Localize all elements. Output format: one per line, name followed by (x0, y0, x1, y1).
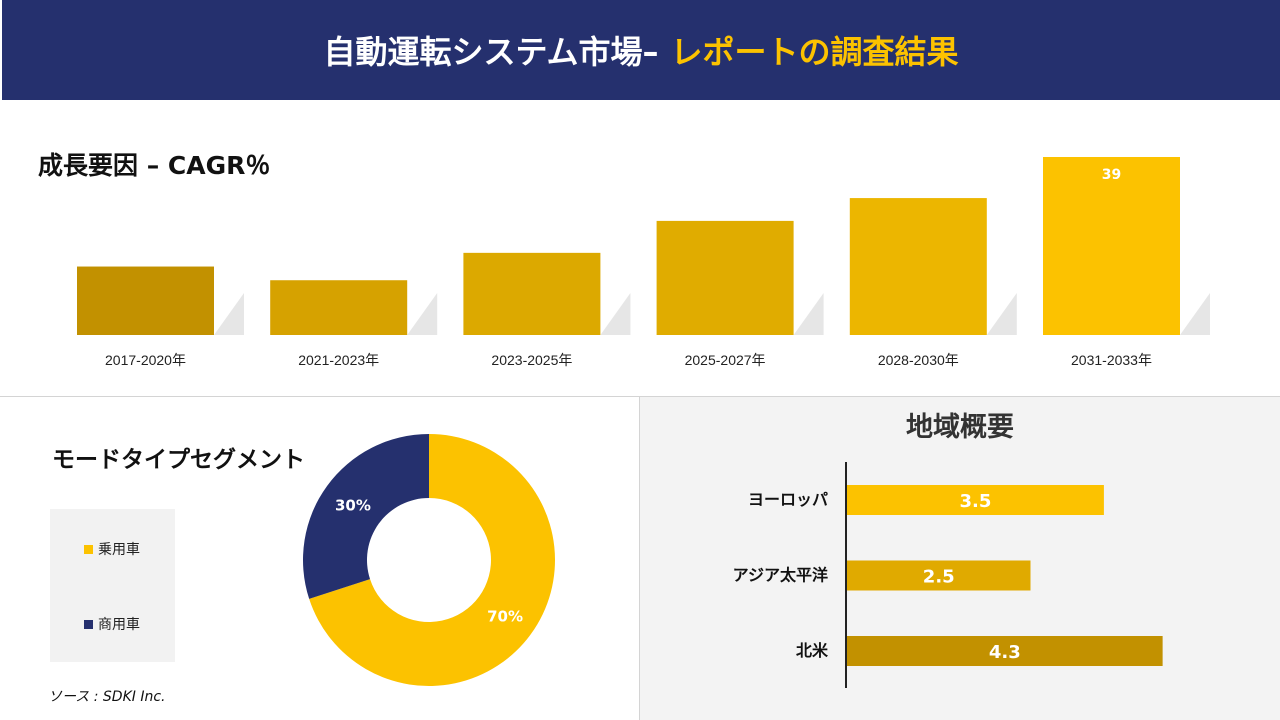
page-header: 自動運転システム市場– レポートの調査結果 (2, 0, 1280, 100)
cagr-tick-label: 2023-2025年 (491, 352, 572, 368)
cagr-tick-label: 2021-2023年 (298, 352, 379, 368)
cagr-tick-label: 2031-2033年 (1071, 352, 1152, 368)
region-bar (847, 485, 1104, 515)
region-panel (640, 397, 1280, 720)
mode-chart-title: モードタイプセグメント (52, 447, 305, 473)
source-note: ソース : SDKI Inc. (48, 689, 166, 705)
header-title-accent: レポートの調査結果 (670, 33, 959, 71)
section-divider-vertical (639, 397, 640, 720)
region-data-label: 4.3 (989, 642, 1021, 663)
donut-slice (309, 434, 555, 686)
region-tick-label: アジア太平洋 (733, 566, 828, 585)
cagr-tick-label: 2025-2027年 (685, 352, 766, 368)
cagr-bar (463, 252, 601, 335)
cagr-data-label: 39 (1102, 167, 1121, 183)
legend-item-commercial: 商用車 (84, 614, 140, 634)
header-title: 自動運転システム市場– (323, 33, 659, 71)
region-bar (847, 636, 1163, 666)
bar-shadow (793, 293, 824, 335)
bar-shadow (600, 293, 631, 335)
cagr-tick-label: 2028-2030年 (878, 352, 959, 368)
donut-data-label: 30% (335, 497, 371, 515)
legend-item-passenger: 乗用車 (84, 539, 140, 559)
legend-label: 商用車 (98, 617, 140, 633)
bar-shadow (407, 293, 438, 335)
bar-shadow (214, 293, 244, 335)
cagr-bar (77, 266, 214, 335)
region-data-label: 3.5 (960, 491, 992, 512)
legend-label: 乗用車 (98, 542, 140, 558)
cagr-bar-chart: 2017-2020年 2021-2023年 2023-2025年 2025-2027年… (77, 157, 1210, 368)
cagr-bar (849, 198, 987, 335)
section-divider-horizontal (0, 396, 1280, 397)
donut-slice (302, 434, 429, 599)
region-tick-label: 北米 (796, 641, 829, 660)
cagr-chart-title: 成長要因 – CAGR％ (38, 151, 271, 180)
cagr-bar (270, 280, 408, 335)
region-chart-title: 地域概要 (906, 412, 1014, 443)
cagr-bar (656, 220, 794, 335)
region-tick-label: ヨーロッパ (748, 490, 828, 509)
bar-shadow (1180, 293, 1210, 335)
legend-swatch-commercial (84, 619, 93, 629)
region-data-label: 2.5 (923, 567, 955, 588)
legend-swatch-passenger (84, 544, 93, 554)
donut-data-label: 70% (487, 607, 523, 625)
pie-legend: 乗用車 商用車 (50, 509, 175, 662)
bar-shadow (986, 293, 1017, 335)
cagr-bar (1043, 157, 1180, 335)
cagr-tick-label: 2017-2020年 (105, 352, 186, 368)
region-bar (847, 560, 1031, 591)
